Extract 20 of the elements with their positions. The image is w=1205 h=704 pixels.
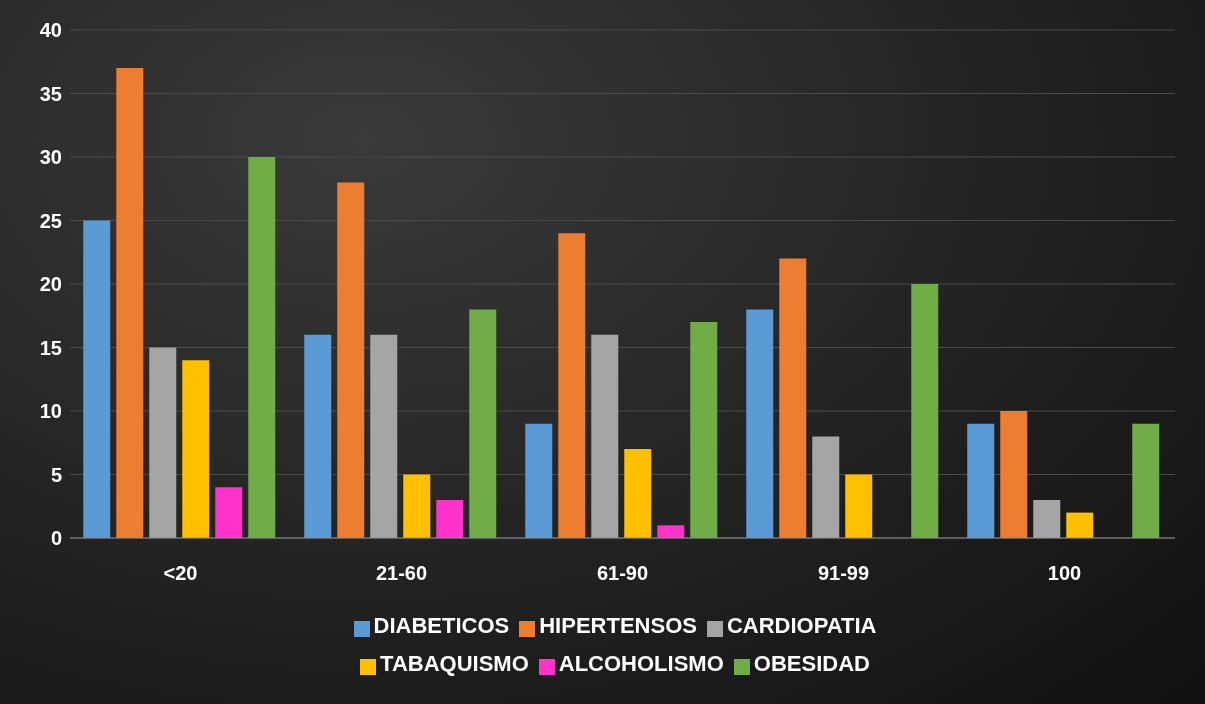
y-tick-label: 35 [39, 82, 62, 105]
legend-label: ALCOHOLISMO [558, 651, 724, 676]
y-tick-label: 30 [39, 146, 62, 169]
x-tick-label: <20 [163, 562, 198, 585]
x-tick-label: 61-90 [596, 562, 649, 585]
legend-label: TABAQUISMO [380, 651, 529, 676]
legend-label: HIPERTENSOS [539, 613, 697, 638]
legend-label: DIABETICOS [373, 613, 510, 638]
y-tick-label: 10 [39, 400, 62, 423]
legend-label: CARDIOPATIA [726, 613, 877, 638]
x-tick-label: 100 [1047, 562, 1082, 585]
x-tick-label: 21-60 [375, 562, 428, 585]
y-tick-label: 0 [50, 527, 62, 550]
y-tick-label: 20 [39, 273, 62, 296]
x-tick-label: 91-99 [817, 562, 870, 585]
y-tick-label: 15 [39, 336, 62, 359]
y-tick-label: 40 [39, 19, 62, 42]
y-tick-label: 25 [39, 209, 62, 232]
y-tick-label: 5 [50, 463, 62, 486]
legend-label: OBESIDAD [753, 651, 870, 676]
